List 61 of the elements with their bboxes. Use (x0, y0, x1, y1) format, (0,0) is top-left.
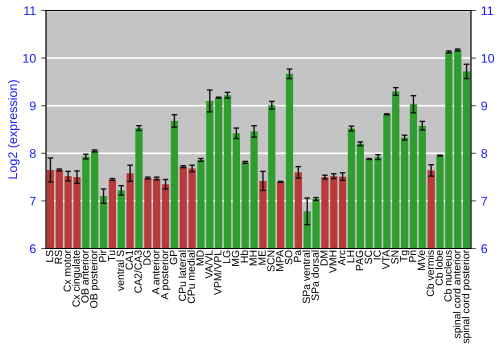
x-tick-label: SCN (267, 250, 275, 272)
x-tick-label: spinal cord posterior (462, 250, 472, 344)
x-tick-label: Hb (240, 250, 248, 262)
x-tick-label: DM (320, 250, 328, 266)
x-tick-label: CA2/CA3 (134, 250, 142, 293)
x-tick-label: GP (170, 250, 178, 264)
x-tick-label: SPa ventral (302, 250, 310, 304)
x-tick-label: SO (284, 250, 292, 264)
x-tick-label: Pn (408, 250, 416, 262)
y2-tick-label: 6 (481, 244, 488, 254)
x-tick-label: SPa dorsal (311, 250, 319, 300)
x-tick-label: MD (196, 250, 204, 266)
x-tick-label: Cb nucleus (444, 250, 452, 302)
x-tick-label: A posterior (160, 250, 170, 300)
y2-tick-label: 9 (481, 102, 488, 110)
x-tick-label: Cb vermis (426, 250, 434, 296)
y-tick-label: 6 (30, 244, 36, 254)
x-tick-label: OB posterior (90, 250, 100, 308)
x-tick-label: DG (143, 250, 151, 265)
x-tick-label: RS (54, 250, 62, 264)
x-tick-label: VA/VL (204, 250, 213, 279)
y-tick-label: 11 (24, 6, 36, 16)
y-axis-title: Log2 (expression) (8, 80, 20, 178)
x-tick-label: Pir (98, 250, 106, 262)
x-tick-label: LH (346, 250, 354, 262)
x-tick-label: Arc (338, 250, 346, 266)
x-tick-label: MVe (418, 250, 426, 270)
x-tick-label: OB anterior (80, 250, 89, 303)
y-tick-label: 10 (23, 54, 36, 63)
x-tick-label: ME (258, 250, 266, 265)
x-tick-label: MPA (276, 250, 284, 271)
y2-tick-label: 11 (482, 6, 494, 16)
x-tick-label: VPM/VPL (214, 250, 222, 295)
x-tick-label: VMH (329, 250, 336, 273)
x-tick-label: Tu (108, 250, 116, 262)
x-tick-label: LS (46, 250, 54, 262)
x-tick-label: Cb lobe (435, 250, 443, 286)
y-tick-label: 9 (30, 102, 36, 110)
x-tick-label: SN (391, 250, 399, 264)
y-tick-label: 7 (30, 196, 36, 206)
x-tick-label: SC (364, 250, 372, 264)
x-tick-label: Cx cingulate (72, 250, 82, 307)
x-tick-label: MH (250, 250, 257, 266)
x-tick-label: Tg (400, 250, 410, 262)
x-tick-label: LG (222, 250, 230, 263)
x-tick-label: MG (232, 250, 240, 266)
x-tick-label: spinal cord anterior (452, 250, 463, 338)
y-tick-label: 8 (30, 149, 36, 158)
x-tick-label: ventral S (116, 250, 124, 291)
y2-tick-label: 7 (481, 196, 488, 206)
y2-tick-label: 8 (481, 149, 488, 158)
x-tick-label: Pa (294, 250, 302, 262)
x-tick-label: A anterior (152, 250, 160, 294)
x-tick-label: CPu medial (187, 250, 195, 304)
x-tick-label: CA1 (126, 250, 133, 270)
x-tick-label: Cx motor (64, 250, 71, 292)
x-tick-label: VTA (382, 250, 390, 270)
y2-tick-label: 10 (482, 54, 494, 63)
x-tick-label: PAG (356, 250, 364, 270)
x-tick-label: IC (373, 250, 381, 260)
x-tick-label: CPu lateral (178, 250, 186, 301)
